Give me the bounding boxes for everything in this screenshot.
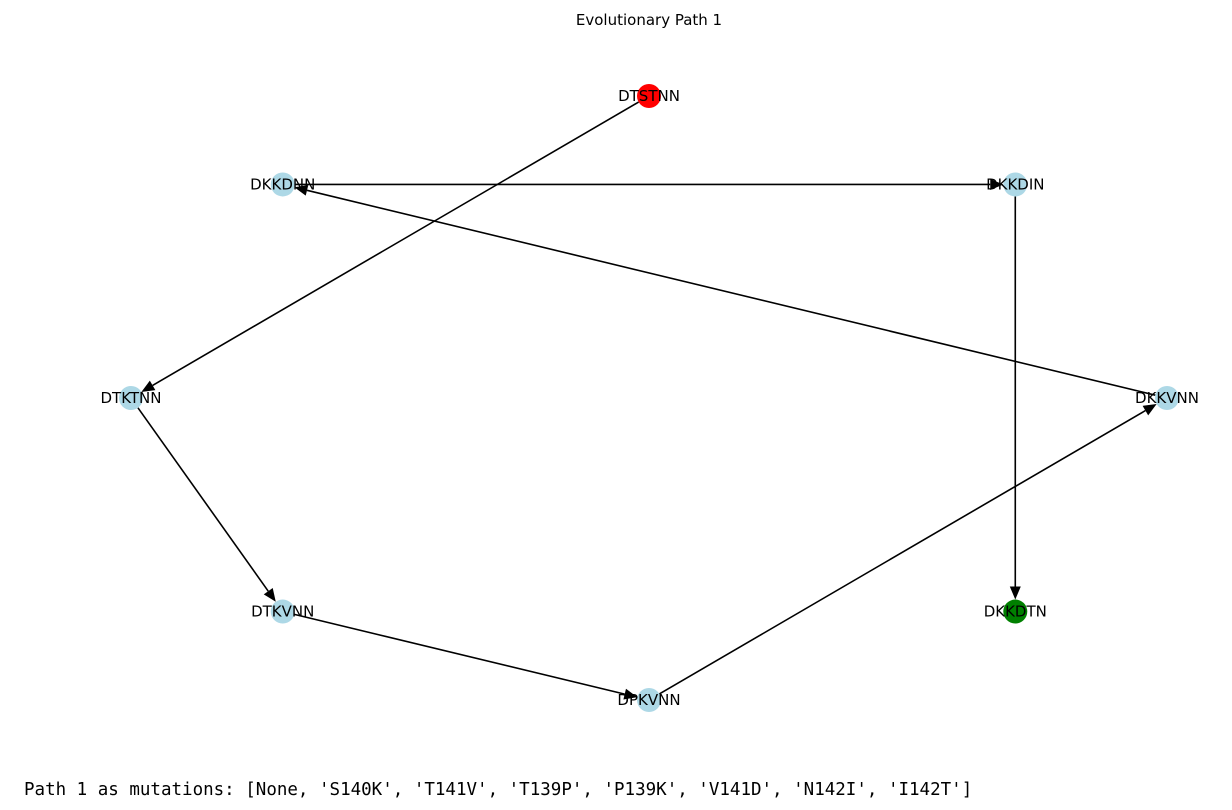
edges-layer	[137, 101, 1157, 700]
edge-DKKVNN-to-DKKDNN	[294, 184, 1156, 396]
edge-DTKVNN-to-DPKVNN	[294, 613, 638, 700]
arrowhead-icon	[294, 184, 309, 196]
edge-line	[294, 613, 625, 695]
node-DKKDNN-label: DKKDNN	[250, 175, 315, 193]
node-DPKVNN-circle	[637, 688, 661, 712]
node-DKKVNN-circle	[1155, 386, 1179, 410]
arrowhead-icon	[990, 178, 1004, 190]
edge-line	[152, 101, 640, 387]
edge-line	[306, 189, 1156, 396]
arrowhead-icon	[1009, 586, 1021, 600]
nodes-layer	[119, 84, 1179, 712]
node-DTKTNN-circle	[119, 386, 143, 410]
labels-layer: DTSTNN DKKDIN DKKVNN DKKDTN DPKVNN DTKVNN DTKT…	[101, 87, 1199, 709]
node-DTSTNN-label: DTSTNN	[618, 87, 680, 105]
edge-DPKVNN-to-DKKVNN	[658, 404, 1157, 695]
mutations-output-line: Path 1 as mutations: [None, 'S140K', 'T1…	[24, 780, 973, 800]
evolutionary-path-graph: Evolutionary Path 1 DTSTNN DKKDIN DKKVNN DK…	[101, 11, 1199, 712]
edge-line	[658, 409, 1146, 695]
node-DKKVNN-label: DKKVNN	[1135, 389, 1199, 407]
node-DKKDTN-label: DKKDTN	[984, 603, 1047, 621]
edge-DKKDNN-to-DKKDIN	[294, 178, 1004, 190]
graph-title: Evolutionary Path 1	[576, 11, 722, 29]
arrowhead-icon	[623, 688, 638, 700]
arrowhead-icon	[263, 587, 276, 602]
edge-DTSTNN-to-DTKTNN	[141, 101, 640, 392]
edge-line	[137, 407, 269, 592]
arrowhead-icon	[1142, 404, 1157, 416]
edge-DKKDIN-to-DKKDTN	[1009, 196, 1021, 600]
node-DKKDNN-circle	[270, 172, 295, 197]
node-DTKVNN-label: DTKVNN	[251, 603, 314, 621]
edge-DTKTNN-to-DTKVNN	[137, 407, 276, 602]
node-DTKTNN-label: DTKTNN	[101, 389, 162, 407]
node-DKKDIN-circle	[1003, 172, 1028, 197]
node-DTKVNN-circle	[270, 599, 295, 624]
node-DTSTNN-circle	[637, 84, 661, 108]
node-DKKDIN-label: DKKDIN	[986, 175, 1044, 193]
arrowhead-icon	[141, 380, 156, 392]
node-DKKDTN-circle	[1003, 599, 1028, 624]
node-DPKVNN-label: DPKVNN	[617, 691, 680, 709]
